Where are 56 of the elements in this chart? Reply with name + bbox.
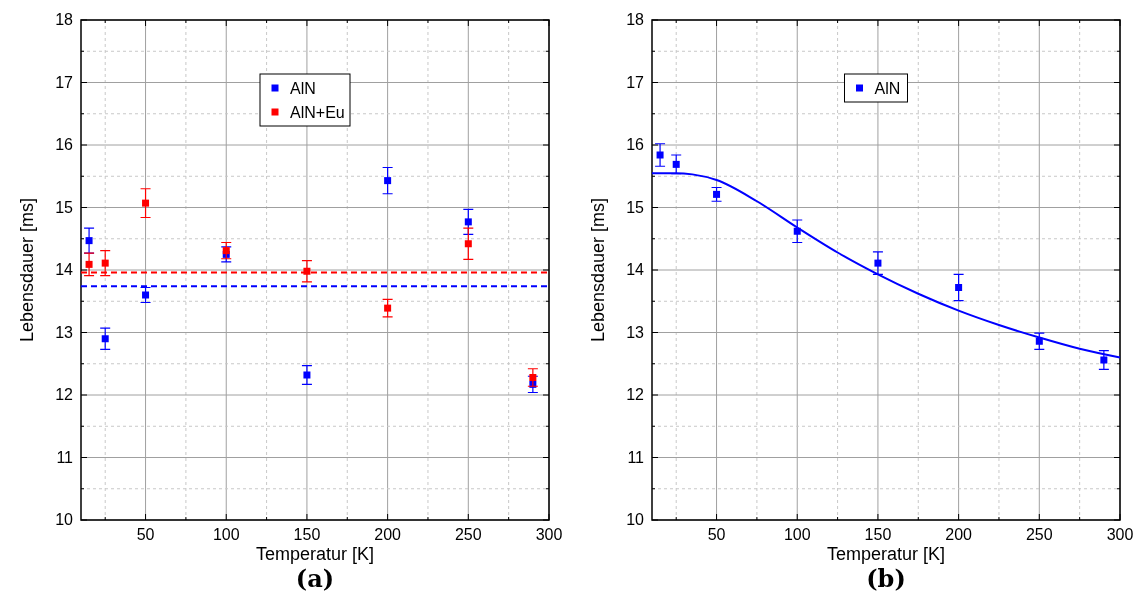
point	[142, 199, 150, 207]
x-axis-title: Temperatur [K]	[826, 544, 946, 564]
point	[303, 267, 311, 275]
point	[1100, 356, 1108, 364]
x-tick-label: 150	[293, 526, 321, 543]
point	[101, 259, 109, 267]
point	[85, 260, 93, 268]
x-tick-label: 300	[535, 526, 563, 543]
y-tick-label: 17	[55, 73, 74, 91]
y-tick-label: 15	[55, 198, 74, 216]
point	[955, 284, 963, 291]
x-tick-label: 200	[945, 526, 973, 543]
legend-label: AlN	[290, 80, 316, 97]
y-tick-label: 13	[55, 323, 74, 341]
y-tick-label: 14	[626, 261, 645, 278]
y-tick-label: 16	[55, 136, 74, 153]
x-tick-label: 250	[1025, 526, 1053, 543]
point	[529, 374, 537, 381]
point	[384, 177, 392, 185]
y-axis-title: Lebensdauer [ms]	[17, 197, 37, 343]
x-tick-label: 100	[783, 526, 811, 543]
y-tick-label: 16	[626, 136, 645, 153]
legend-label: AlN+Eu	[290, 104, 345, 121]
legend-label: AlN	[874, 80, 901, 97]
x-tick-label: 150	[864, 526, 892, 543]
point	[85, 237, 93, 245]
x-tick-label: 50	[707, 526, 726, 543]
y-tick-label: 15	[626, 198, 645, 216]
x-axis-title: Temperatur [K]	[255, 544, 375, 564]
point	[672, 160, 680, 168]
y-tick-label: 12	[626, 386, 645, 403]
point	[101, 335, 109, 343]
x-tick-label: 300	[1106, 526, 1134, 543]
y-tick-label: 10	[626, 511, 645, 528]
y-tick-label: 11	[627, 448, 645, 466]
point	[874, 259, 882, 267]
x-tick-label: 100	[212, 526, 240, 543]
text: (a)	[295, 564, 335, 593]
point	[464, 218, 472, 226]
y-tick-label: 14	[55, 261, 74, 278]
y-tick-label: 11	[56, 448, 74, 466]
y-tick-label: 10	[55, 511, 74, 528]
point	[656, 151, 664, 159]
y-tick-label: 17	[626, 73, 645, 91]
x-tick-label: 200	[374, 526, 402, 543]
x-tick-label: 50	[136, 526, 155, 543]
y-tick-label: 13	[626, 323, 645, 341]
text: (b)	[866, 564, 906, 593]
point	[384, 304, 392, 312]
point	[303, 371, 311, 379]
y-tick-label: 18	[626, 11, 645, 28]
y-tick-label: 18	[55, 11, 74, 28]
y-tick-label: 12	[55, 386, 74, 403]
y-axis-title: Lebensdauer [ms]	[588, 197, 608, 343]
x-tick-label: 250	[454, 526, 482, 543]
point	[464, 240, 472, 248]
